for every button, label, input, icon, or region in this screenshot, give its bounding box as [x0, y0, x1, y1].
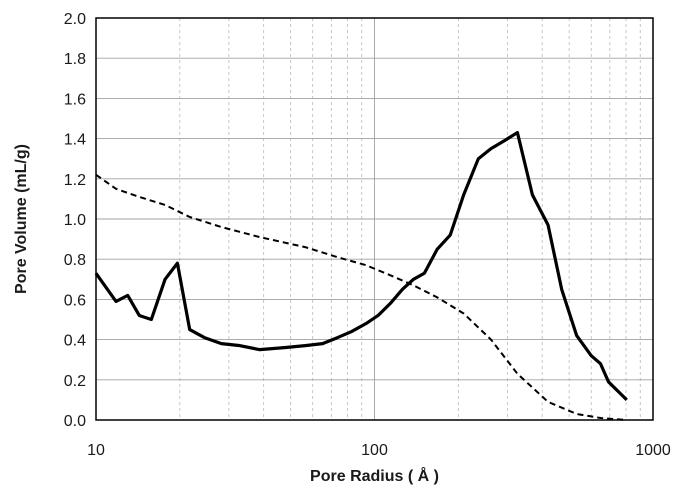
x-tick-labels: 10 100 1000 [87, 442, 671, 459]
solid-series-line [94, 130, 628, 402]
x-axis-title: Pore Radius ( Å ) [310, 466, 439, 485]
y-tick-label: 0.6 [64, 292, 86, 309]
y-tick-label: 0.2 [64, 373, 86, 390]
dashed-series-line [95, 173, 627, 421]
plot-area-frame [95, 17, 654, 421]
y-tick-labels: 0.0 0.2 0.4 0.6 0.8 1.0 1.2 1.4 1.6 1.8 2.0 [64, 11, 86, 430]
x-tick-label: 10 [87, 442, 105, 459]
y-tick-label: 1.2 [64, 172, 86, 189]
y-tick-label: 1.6 [64, 91, 86, 108]
x-tick-label: 1000 [635, 442, 671, 459]
x-tick-label: 100 [361, 442, 388, 459]
y-tick-label: 1.4 [64, 132, 86, 149]
y-tick-label: 2.0 [64, 11, 86, 28]
y-tick-label: 1.0 [64, 212, 86, 229]
y-tick-label: 0.4 [64, 333, 86, 350]
y-tick-label: 1.8 [64, 51, 86, 68]
y-tick-label: 0.0 [64, 413, 86, 430]
y-tick-label: 0.8 [64, 252, 86, 269]
y-axis-title: Pore Volume (mL/g) [13, 144, 30, 294]
series-layer [94, 130, 628, 421]
